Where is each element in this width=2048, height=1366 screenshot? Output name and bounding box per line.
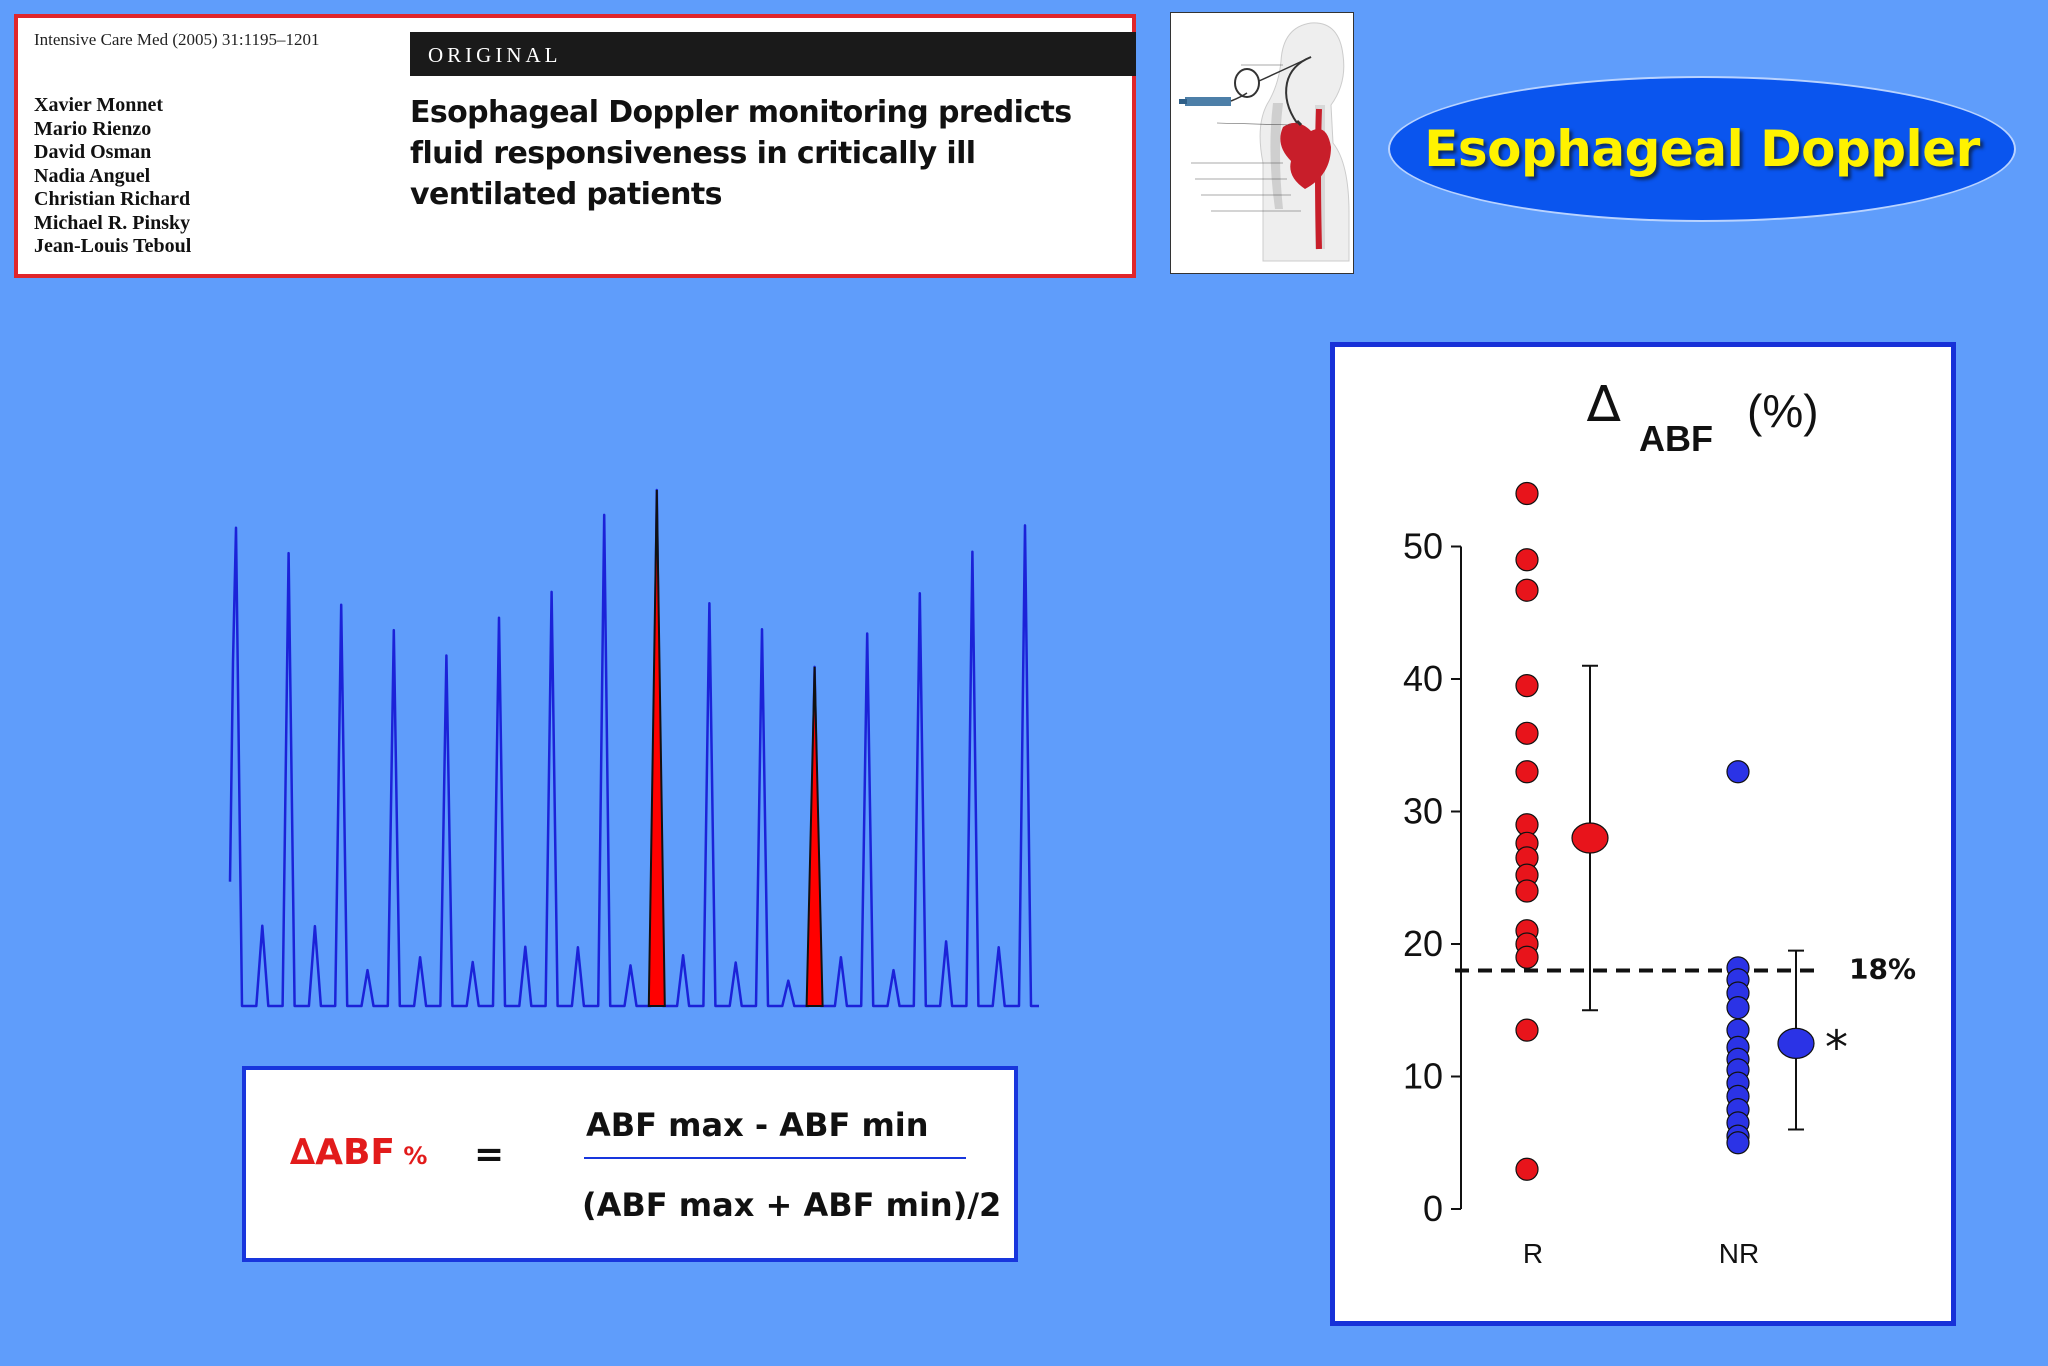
anatomy-drawing <box>1179 22 1350 262</box>
data-point-nr <box>1726 1131 1750 1155</box>
category-label-nr: NR <box>1719 1238 1759 1269</box>
journal-reference: Intensive Care Med (2005) 31:1195–1201 <box>34 30 320 49</box>
chart-title-delta: ∆ <box>1586 375 1621 433</box>
threshold-label: 18% <box>1849 953 1916 986</box>
chart-title-unit: (%) <box>1747 385 1819 437</box>
doppler-waveform <box>220 474 1050 1018</box>
y-tick-label: 30 <box>1403 791 1443 832</box>
y-tick-label: 40 <box>1403 658 1443 699</box>
category-label-r: R <box>1523 1238 1543 1269</box>
data-point-r <box>1515 578 1539 602</box>
delta-abf-chart-svg: ∆ ABF (%) 0 10 20 30 40 50 R NR 18% * <box>1403 375 1916 1269</box>
delta-abf-chart: ∆ ABF (%) 0 10 20 30 40 50 R NR 18% * <box>1330 342 1956 1326</box>
data-point-r <box>1515 945 1539 969</box>
mean-marker-r <box>1571 822 1609 854</box>
paper-title: Esophageal Doppler monitoring predicts f… <box>410 95 1072 212</box>
mean-marker-nr <box>1777 1027 1815 1059</box>
significance-marker: * <box>1825 1020 1848 1074</box>
section-banner: ORIGINAL <box>410 32 1136 76</box>
y-tick-label: 50 <box>1403 526 1443 567</box>
delta-abf-formula: ∆ABF % = ABF max - ABF min (ABF max + AB… <box>242 1066 1018 1262</box>
author-name: David Osman <box>34 141 152 163</box>
waveform-svg <box>228 488 1039 1008</box>
formula-lhs-main: ABF <box>315 1132 395 1173</box>
data-point-r <box>1515 1018 1539 1042</box>
author-name: Michael R. Pinsky <box>34 211 191 234</box>
formula-equals: = <box>474 1134 505 1175</box>
data-point-r <box>1515 674 1539 698</box>
formula-lhs: ∆ABF % <box>290 1132 427 1173</box>
author-name: Christian Richard <box>34 188 191 210</box>
y-tick-label: 20 <box>1403 923 1443 964</box>
author-name: Jean-Louis Teboul <box>34 235 192 257</box>
y-tick-label: 0 <box>1423 1188 1443 1229</box>
author-list: Xavier Monnet Mario Rienzo David Osman N… <box>34 94 191 259</box>
data-point-r <box>1515 879 1539 903</box>
abf-min-beat <box>805 666 824 1007</box>
esophageal-probe-illustration <box>1170 12 1354 274</box>
author-name: Xavier Monnet <box>34 94 164 116</box>
formula-numerator: ABF max - ABF min <box>586 1106 929 1144</box>
data-point-r <box>1515 481 1539 506</box>
author-name: Nadia Anguel <box>34 164 151 187</box>
data-point-nr <box>1726 760 1750 784</box>
abf-max-beat <box>647 489 666 1007</box>
waveform-line <box>228 488 1039 1008</box>
slide-title: Esophageal Doppler <box>1424 120 1980 178</box>
y-tick-label: 10 <box>1403 1056 1443 1097</box>
chart-title-subscript: ABF <box>1639 418 1713 459</box>
author-name: Mario Rienzo <box>34 117 152 140</box>
formula-denominator: (ABF max + ABF min)/2 <box>582 1186 1002 1224</box>
data-point-r <box>1515 760 1539 784</box>
data-point-r <box>1515 1157 1539 1181</box>
article-citation: Intensive Care Med (2005) 31:1195–1201 O… <box>14 14 1136 278</box>
slide-title-ellipse: Esophageal Doppler <box>1388 76 2016 222</box>
fraction-bar <box>584 1157 966 1159</box>
data-point-nr <box>1726 995 1750 1020</box>
data-point-r <box>1515 548 1539 572</box>
data-point-r <box>1515 721 1539 745</box>
formula-lhs-unit: % <box>395 1142 428 1170</box>
delta-symbol: ∆ <box>290 1132 316 1173</box>
